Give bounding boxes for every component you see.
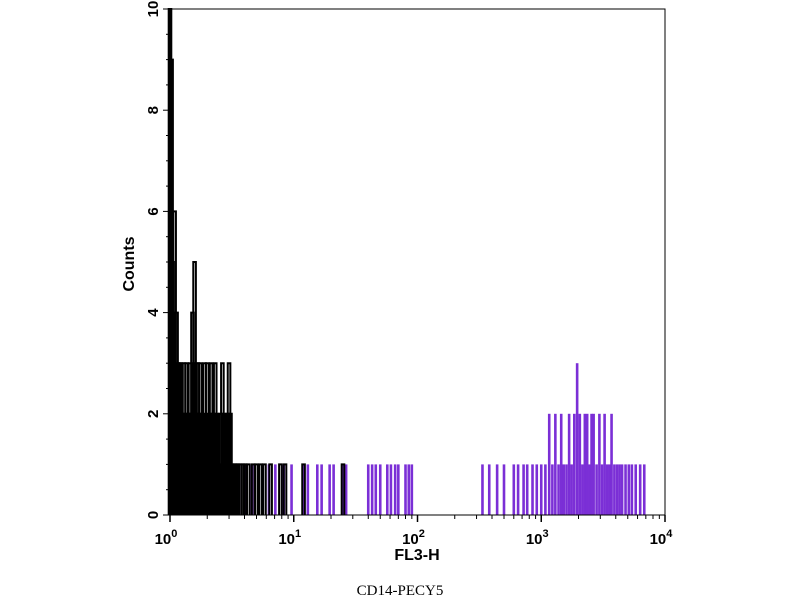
purple-bar-42: [512, 464, 516, 515]
black-bar-65: [340, 463, 346, 515]
black-bar-56: [246, 463, 251, 515]
purple-bar-39: [487, 464, 491, 515]
x-tick-label: 102: [402, 528, 425, 548]
purple-bar-46: [531, 464, 534, 515]
purple-bar-50: [547, 413, 551, 515]
black-bar-63: [282, 463, 288, 515]
purple-bar-69: [598, 413, 601, 515]
purple-bar-16: [274, 464, 277, 515]
purple-bar-45: [525, 464, 529, 515]
purple-bar-54: [559, 413, 563, 515]
purple-bar-47: [535, 464, 539, 515]
purple-bar-32: [389, 464, 393, 515]
purple-bar-18: [290, 464, 293, 515]
purple-bar-51: [551, 464, 554, 515]
chart-caption: CD14-PECY5: [356, 583, 444, 599]
x-axis-label: FL3-H: [394, 547, 439, 564]
x-tick-label: 100: [155, 528, 178, 548]
purple-bar-62: [581, 464, 584, 515]
purple-bar-57: [567, 413, 571, 515]
purple-bar-59: [573, 413, 576, 515]
purple-bar-38: [481, 464, 484, 515]
purple-bar-44: [522, 464, 525, 515]
black-bar-28: [198, 362, 203, 515]
y-tick-label: 10: [145, 1, 162, 18]
purple-bar-55: [562, 464, 566, 515]
purple-bar-71: [603, 413, 606, 515]
purple-bar-26: [344, 464, 348, 515]
y-tick-label: 6: [145, 207, 162, 215]
purple-bar-43: [516, 464, 520, 515]
purple-bar-82: [634, 464, 638, 515]
black-bar-59: [258, 463, 263, 515]
purple-bar-49: [544, 464, 547, 515]
purple-bar-40: [495, 464, 499, 515]
purple-bar-35: [404, 464, 407, 515]
purple-bar-22: [320, 464, 323, 515]
purple-bar-80: [627, 464, 631, 515]
purple-bar-37: [410, 464, 414, 515]
purple-bar-77: [618, 464, 621, 515]
black-bar-58: [254, 463, 259, 515]
black-series: [167, 8, 346, 515]
purple-bar-58: [570, 464, 573, 515]
x-tick-label: 104: [650, 528, 674, 548]
purple-bar-25: [341, 464, 345, 515]
purple-bar-52: [554, 413, 557, 515]
purple-bar-83: [638, 464, 642, 515]
purple-bar-67: [592, 413, 595, 515]
x-axis-ticks: 100 101 102 103 104: [155, 515, 674, 548]
purple-bar-53: [557, 464, 560, 515]
purple-bar-65: [588, 464, 591, 515]
black-bar-61: [268, 463, 273, 515]
purple-bar-78: [620, 464, 624, 515]
purple-bar-64: [585, 413, 589, 515]
y-axis-label: Counts: [121, 236, 138, 291]
purple-bar-24: [332, 464, 335, 515]
purple-bar-30: [378, 464, 382, 515]
purple-bar-31: [385, 464, 389, 515]
purple-bar-75: [613, 464, 616, 515]
purple-bar-34: [397, 464, 400, 515]
y-tick-label: 0: [145, 511, 162, 519]
purple-bar-81: [630, 464, 634, 515]
black-bar-64: [301, 463, 306, 515]
black-bar-60: [262, 463, 267, 515]
purple-bar-73: [608, 464, 611, 515]
purple-bar-29: [374, 464, 378, 515]
y-axis-ticks: 0 2 4 6 8 10: [145, 1, 170, 519]
purple-bar-41: [502, 464, 506, 515]
purple-bar-28: [370, 464, 374, 515]
y-tick-label: 8: [145, 106, 162, 114]
black-bar-47: [226, 362, 232, 515]
purple-bar-48: [539, 464, 543, 515]
black-bar-62: [278, 463, 283, 515]
purple-bar-36: [407, 464, 411, 515]
purple-bar-56: [565, 464, 568, 515]
purple-bar-68: [595, 464, 598, 515]
purple-bar-79: [624, 464, 627, 515]
purple-bar-84: [642, 464, 646, 515]
purple-bar-61: [578, 413, 582, 515]
purple-bar-20: [306, 464, 310, 515]
purple-bar-76: [615, 464, 619, 515]
purple-bar-19: [302, 464, 305, 515]
purple-bar-63: [583, 413, 587, 515]
x-tick-label: 101: [278, 528, 301, 548]
y-tick-label: 2: [145, 410, 162, 418]
purple-bar-23: [328, 464, 331, 515]
purple-bar-27: [366, 464, 370, 515]
purple-bar-33: [393, 464, 397, 515]
purple-bar-72: [605, 464, 609, 515]
purple-bar-74: [610, 413, 613, 515]
y-tick-label: 4: [145, 308, 162, 317]
purple-bar-66: [590, 413, 593, 515]
purple-bar-70: [600, 464, 604, 515]
purple-bar-60: [575, 363, 579, 515]
purple-bar-21: [316, 464, 319, 515]
x-tick-label: 103: [526, 528, 549, 548]
